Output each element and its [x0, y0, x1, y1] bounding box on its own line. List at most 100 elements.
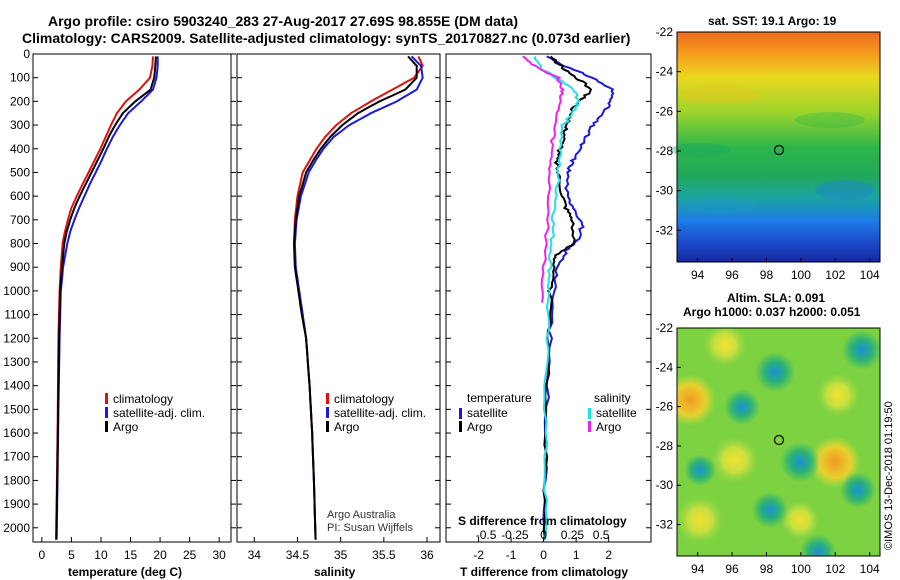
legend-argo-label: Argo	[113, 420, 139, 434]
x-tick-label: 0	[39, 548, 46, 562]
legend-t-satellite-swatch	[459, 408, 462, 419]
depth-tick-label: 1500	[3, 402, 30, 416]
salinity-legend: climatology satellite-adj. clim. Argo	[326, 392, 426, 434]
difference-axes-frame	[445, 53, 652, 543]
sst-map-title: sat. SST: 19.1 Argo: 19	[708, 14, 837, 28]
depth-tick-label: 800	[10, 237, 30, 251]
map-lat-label: -26	[656, 400, 674, 414]
difference-panel: -2 -1 0 1 2 S difference from climatology -0…	[445, 53, 652, 579]
s-difference-ticks: -0.5 -0.25 0 0.25 0.5	[476, 528, 610, 542]
depth-tick-label: 100	[10, 71, 30, 85]
x-tick-label: -2	[473, 548, 484, 562]
map-lon-label: 104	[860, 268, 880, 282]
s-tick-label: 0.5	[593, 528, 610, 542]
depth-tick-label: 1700	[3, 450, 30, 464]
sst-map-ticks: -22 -24 -26 -28 -30 -32 94 96 98 100 102 104	[656, 25, 880, 282]
legend-s-argo-swatch	[588, 421, 591, 432]
series-line-satellite-adj-clim-	[55, 56, 159, 540]
x-tick-label: 25	[183, 548, 197, 562]
x-tick-label: 34	[248, 548, 262, 562]
depth-tick-label: 2000	[3, 521, 30, 535]
series-line-argo	[55, 56, 157, 540]
map-lon-label: 94	[691, 562, 705, 576]
x-tick-label: 15	[124, 548, 138, 562]
x-tick-label: 10	[94, 548, 108, 562]
title-line-2: Climatology: CARS2009. Satellite-adjuste…	[22, 30, 630, 46]
legend-t-argo-label: Argo	[467, 420, 493, 434]
x-tick-label: 1	[573, 548, 580, 562]
map-lat-label: -28	[656, 144, 674, 158]
series-line-argo	[292, 55, 418, 540]
salinity-x-ticks: 34 34.5 35 35.5 36	[248, 537, 434, 562]
depth-tick-label: 1800	[3, 473, 30, 487]
sst-map-texture	[670, 86, 875, 213]
sst-map: sat. SST: 19.1 Argo: 19 -22-24-26-28-30-…	[656, 14, 881, 282]
x-tick-label: 36	[420, 548, 434, 562]
map-lon-label: 100	[791, 562, 811, 576]
s-tick-label: 0	[540, 528, 547, 542]
legend-s-satellite-label: satellite	[596, 406, 637, 420]
map-lon-label: 102	[825, 562, 845, 576]
difference-lines	[522, 55, 615, 540]
temperature-xlabel: temperature (deg C)	[68, 565, 182, 579]
x-tick-label: 35.5	[372, 548, 396, 562]
map-lon-label: 104	[860, 562, 880, 576]
sla-map-title-1: Altim. SLA: 0.091	[727, 291, 825, 305]
legend-satellite-label: satellite-adj. clim.	[334, 406, 426, 420]
sst-map-image	[677, 32, 880, 262]
map-lat-label: -22	[656, 25, 674, 39]
depth-tick-label: 1400	[3, 379, 30, 393]
salinity-xlabel: salinity	[314, 565, 356, 579]
temperature-lines	[55, 56, 159, 540]
temperature-legend: climatology satellite-adj. clim. Argo	[105, 392, 205, 434]
map-lat-label: -22	[656, 321, 674, 335]
depth-tick-label: 1100	[4, 308, 30, 322]
depth-tick-label: 300	[10, 118, 30, 132]
series-line-climatology	[55, 56, 154, 540]
s-difference-label: S difference from climatology	[458, 514, 627, 528]
map-lat-label: -30	[656, 184, 674, 198]
series-line-temperature-satellite	[542, 55, 615, 540]
series-line-salinity-satellite	[533, 56, 581, 540]
sst-map-frame	[676, 31, 881, 263]
depth-tick-label: 500	[10, 165, 30, 179]
map-lon-label: 96	[725, 562, 739, 576]
annotation-argo-australia: Argo Australia	[327, 509, 396, 521]
depth-tick-label: 1900	[3, 497, 30, 511]
depth-axis: 0 100 200 300 400 500 600 700 800 900 1000 1100 1200…	[3, 47, 651, 535]
t-difference-xlabel: T difference from climatology	[460, 565, 628, 579]
depth-tick-label: 1300	[3, 355, 30, 369]
depth-tick-label: 400	[10, 142, 30, 156]
imos-watermark: ©IMOS 13-Dec-2018 01:19:50	[883, 401, 895, 550]
temperature-x-ticks: 0 5 10 15 20 25 30	[39, 537, 226, 562]
depth-tick-label: 0	[23, 47, 30, 61]
series-line-temperature-argo	[542, 55, 593, 540]
annotation-pi: PI: Susan Wijffels	[327, 522, 413, 534]
temperature-axes-frame	[32, 53, 232, 543]
depth-tick-label: 1000	[3, 284, 30, 298]
x-tick-label: 34.5	[286, 548, 310, 562]
depth-tick-label: 200	[10, 94, 30, 108]
s-tick-label: 0.25	[561, 528, 585, 542]
x-tick-label: 35	[334, 548, 348, 562]
map-lat-label: -32	[656, 223, 674, 237]
map-lat-label: -28	[656, 439, 674, 453]
map-lon-label: 102	[825, 268, 845, 282]
depth-tick-label: 1600	[3, 426, 30, 440]
map-lat-label: -26	[656, 104, 674, 118]
sla-map-title-2: Argo h1000: 0.037 h2000: 0.051	[683, 305, 861, 319]
legend-t-argo-swatch	[459, 421, 462, 432]
sla-map-blobs	[677, 328, 880, 556]
title-line-1: Argo profile: csiro 5903240_283 27-Aug-2…	[48, 13, 518, 29]
s-tick-label: -0.25	[501, 528, 529, 542]
x-tick-label: 0	[540, 548, 547, 562]
map-lon-label: 98	[760, 562, 774, 576]
map-lon-label: 100	[791, 268, 811, 282]
x-tick-label: 2	[605, 548, 612, 562]
x-tick-label: 20	[153, 548, 167, 562]
x-tick-label: 5	[68, 548, 75, 562]
legend-climatology-label: climatology	[334, 392, 394, 406]
map-lat-label: -24	[656, 360, 674, 374]
legend-argo-swatch	[105, 421, 108, 432]
